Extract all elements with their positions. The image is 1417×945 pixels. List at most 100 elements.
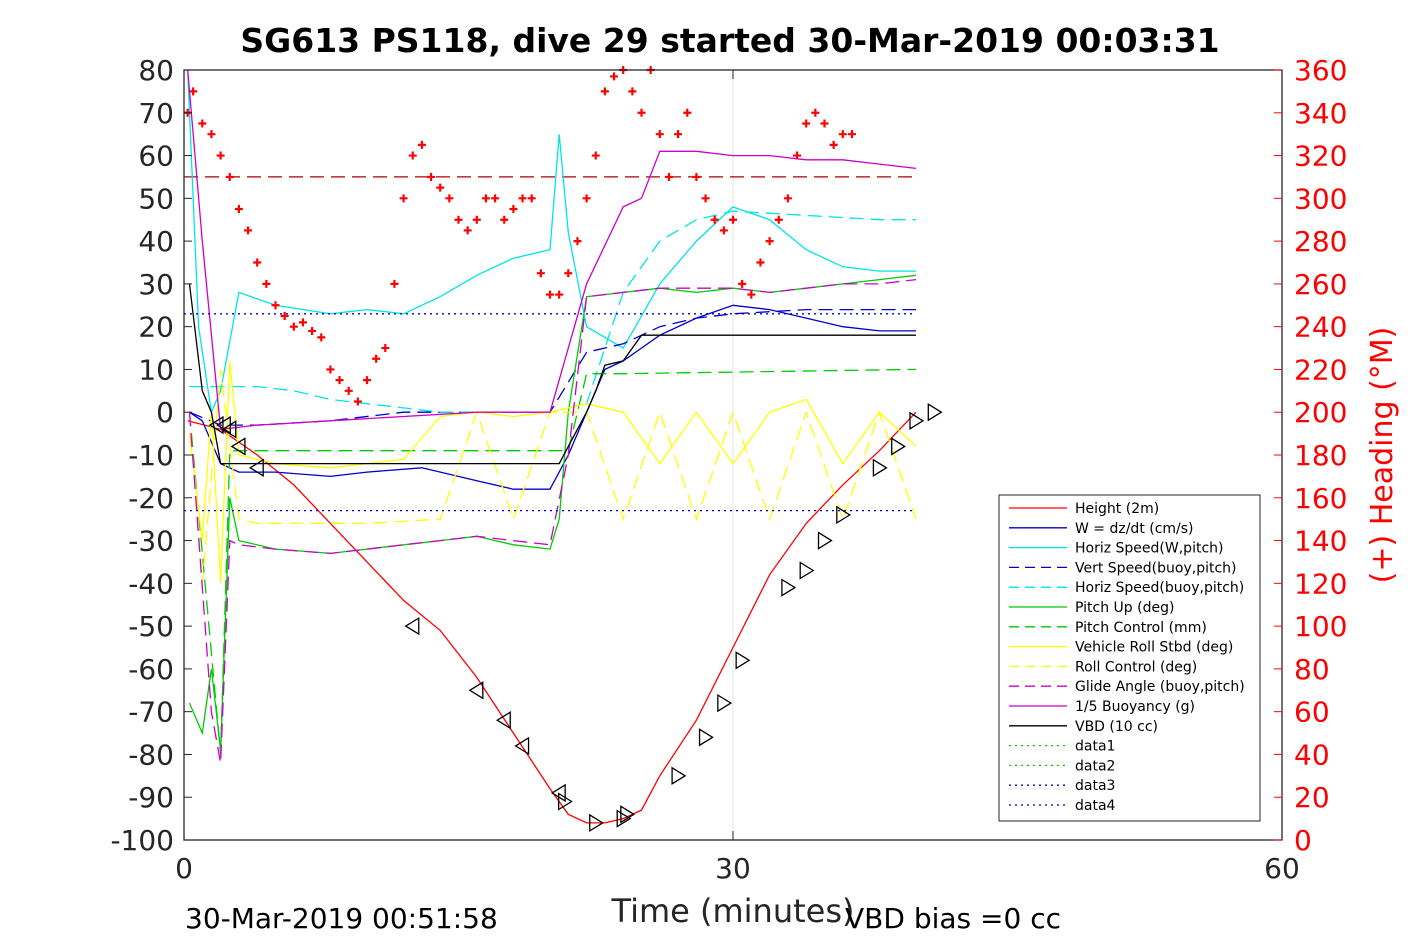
heading-point xyxy=(225,172,234,181)
y-left-tick-label: 60 xyxy=(138,140,174,173)
heading-point xyxy=(774,215,783,224)
y-left-tick-label: -50 xyxy=(128,610,174,643)
heading-point xyxy=(308,326,317,335)
depth-triangle-point xyxy=(717,693,733,713)
heading-point xyxy=(472,215,481,224)
heading-point xyxy=(481,194,490,203)
heading-point xyxy=(591,151,600,160)
heading-point xyxy=(344,386,353,395)
chart-title: SG613 PS118, dive 29 started 30-Mar-2019… xyxy=(240,21,1219,60)
heading-point xyxy=(783,194,792,203)
depth-triangle-point xyxy=(817,531,833,550)
x-tick-label: 60 xyxy=(1264,852,1300,885)
heading-point xyxy=(582,194,591,203)
depth-triangle-point xyxy=(799,561,815,580)
heading-point xyxy=(710,215,719,224)
heading-point xyxy=(298,318,307,327)
depth-triangle-point xyxy=(468,681,484,700)
series-line-11 xyxy=(187,69,917,431)
heading-point xyxy=(280,311,289,320)
y-left-tick-label: -20 xyxy=(128,482,174,515)
heading-point xyxy=(445,194,454,203)
y-left-tick-label: -90 xyxy=(128,781,174,814)
y-right-tick-label: 260 xyxy=(1294,268,1347,301)
heading-point xyxy=(399,194,408,203)
y-left-tick-label: 50 xyxy=(138,182,174,215)
series-line-7 xyxy=(188,368,917,755)
heading-point xyxy=(271,301,280,310)
y-right-tick-label: 300 xyxy=(1294,182,1347,215)
y-left-tick-label: 10 xyxy=(138,353,174,386)
heading-point xyxy=(600,87,609,96)
depth-triangle-point xyxy=(496,711,511,730)
depth-triangle-point xyxy=(404,616,420,636)
heading-point xyxy=(756,258,765,267)
heading-point xyxy=(253,258,262,267)
legend-label: Horiz Speed(W,pitch) xyxy=(1075,541,1223,557)
heading-point xyxy=(509,205,518,214)
depth-triangle-point xyxy=(221,420,237,439)
heading-point xyxy=(353,397,362,406)
legend-label: Vert Speed(buoy,pitch) xyxy=(1075,560,1237,576)
heading-point xyxy=(463,226,472,235)
depth-triangle-point xyxy=(836,505,852,525)
heading-point xyxy=(408,151,417,160)
heading-point xyxy=(829,140,838,149)
heading-point xyxy=(564,269,573,278)
depth-triangle-point xyxy=(909,411,925,430)
depth-triangle-point xyxy=(248,458,264,477)
heading-point xyxy=(793,151,802,160)
y-right-tick-label: 340 xyxy=(1294,97,1347,130)
y-right-tick-label: 100 xyxy=(1294,610,1347,643)
heading-point xyxy=(289,322,298,331)
depth-triangle-point xyxy=(589,813,604,833)
heading-point xyxy=(262,279,271,288)
depth-triangle-point xyxy=(620,805,636,824)
y-right-tick-label: 240 xyxy=(1294,311,1347,344)
heading-point xyxy=(500,215,509,224)
heading-point xyxy=(436,183,445,192)
y-right-tick-label: 140 xyxy=(1294,525,1347,558)
heading-point xyxy=(719,226,728,235)
series-line-3 xyxy=(187,69,916,415)
y-right-tick-label: 120 xyxy=(1294,567,1347,600)
y-right-tick-label: 40 xyxy=(1294,738,1330,771)
heading-point xyxy=(390,279,399,288)
depth-triangle-point xyxy=(557,792,573,811)
heading-point xyxy=(454,215,463,224)
heading-point xyxy=(692,172,701,181)
depth-triangle-point xyxy=(230,437,246,456)
y-right-tick-label: 220 xyxy=(1294,353,1347,386)
heading-point xyxy=(847,130,856,139)
depth-triangle-point xyxy=(891,437,906,456)
legend-label: Vehicle Roll Stbd (deg) xyxy=(1075,640,1233,656)
y-right-tick-label: 0 xyxy=(1294,824,1312,857)
heading-point xyxy=(381,344,390,353)
heading-point xyxy=(363,376,371,385)
y-left-tick-label: 70 xyxy=(138,97,174,130)
y-left-tick-label: -70 xyxy=(128,696,174,729)
legend-label: Height (2m) xyxy=(1075,501,1159,517)
heading-point xyxy=(216,151,225,160)
depth-triangle-point xyxy=(872,458,888,477)
heading-point xyxy=(189,87,198,96)
heading-point xyxy=(610,72,619,81)
series-line-1 xyxy=(187,411,917,824)
heading-point xyxy=(244,226,253,235)
heading-point xyxy=(536,269,545,278)
series-layer xyxy=(184,69,917,824)
heading-point xyxy=(326,365,335,374)
legend-label: 1/5 Buoyancy (g) xyxy=(1075,699,1195,715)
depth-triangle-point xyxy=(927,403,943,422)
heading-point xyxy=(555,290,564,299)
legend-box xyxy=(998,494,1261,822)
y-left-tick-label: 40 xyxy=(138,225,174,258)
heading-point xyxy=(747,290,756,299)
depth-triangle-point xyxy=(698,728,714,747)
heading-point xyxy=(664,172,673,181)
legend-label: Roll Control (deg) xyxy=(1075,659,1197,675)
heading-point xyxy=(573,237,582,246)
y-right-tick-label: 320 xyxy=(1294,140,1347,173)
legend-label: Pitch Control (mm) xyxy=(1075,620,1207,636)
